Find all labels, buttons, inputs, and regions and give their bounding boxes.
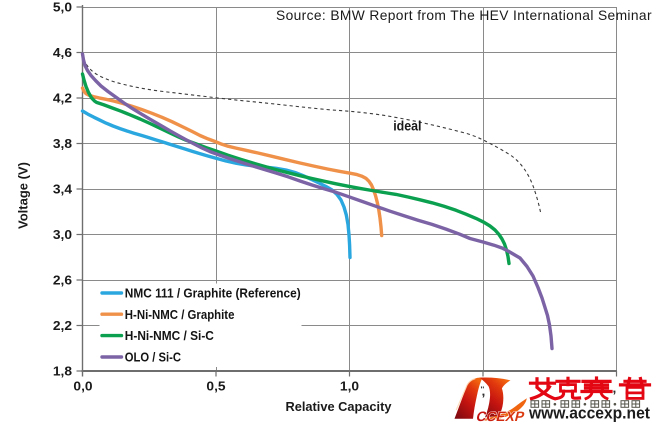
svg-text:1,0: 1,0 (340, 379, 359, 394)
svg-text:2,2: 2,2 (53, 318, 72, 333)
svg-text:www.accexp.net: www.accexp.net (528, 404, 650, 423)
svg-text:4,6: 4,6 (53, 45, 72, 60)
svg-text:3,8: 3,8 (53, 136, 73, 151)
svg-text:Source: BMW Report from The HE: Source: BMW Report from The HEV Internat… (276, 8, 652, 23)
svg-text:4,2: 4,2 (53, 91, 72, 106)
svg-text:3,4: 3,4 (53, 182, 73, 197)
svg-text:H-Ni-NMC / Graphite: H-Ni-NMC / Graphite (125, 307, 235, 322)
svg-text:H-Ni-NMC / Si-C: H-Ni-NMC / Si-C (125, 329, 214, 344)
svg-text:Voltage (V): Voltage (V) (16, 162, 31, 229)
svg-text:ideal: ideal (393, 118, 421, 134)
svg-text:CCEXP: CCEXP (475, 409, 527, 424)
svg-text:OLO / Si-C: OLO / Si-C (125, 350, 181, 365)
svg-text:1,8: 1,8 (53, 364, 73, 379)
svg-text:'': '' (481, 385, 485, 393)
svg-text:5,0: 5,0 (53, 0, 72, 14)
svg-text:2,6: 2,6 (53, 273, 72, 288)
svg-text:,: , (613, 381, 617, 396)
svg-text:0,0: 0,0 (73, 379, 92, 394)
svg-text:Relative Capacity: Relative Capacity (286, 399, 393, 414)
svg-text:,: , (482, 384, 486, 399)
svg-text:0,5: 0,5 (206, 379, 226, 394)
svg-text:NMC 111 / Graphite (Reference): NMC 111 / Graphite (Reference) (125, 286, 301, 301)
svg-text:3,0: 3,0 (53, 227, 72, 242)
